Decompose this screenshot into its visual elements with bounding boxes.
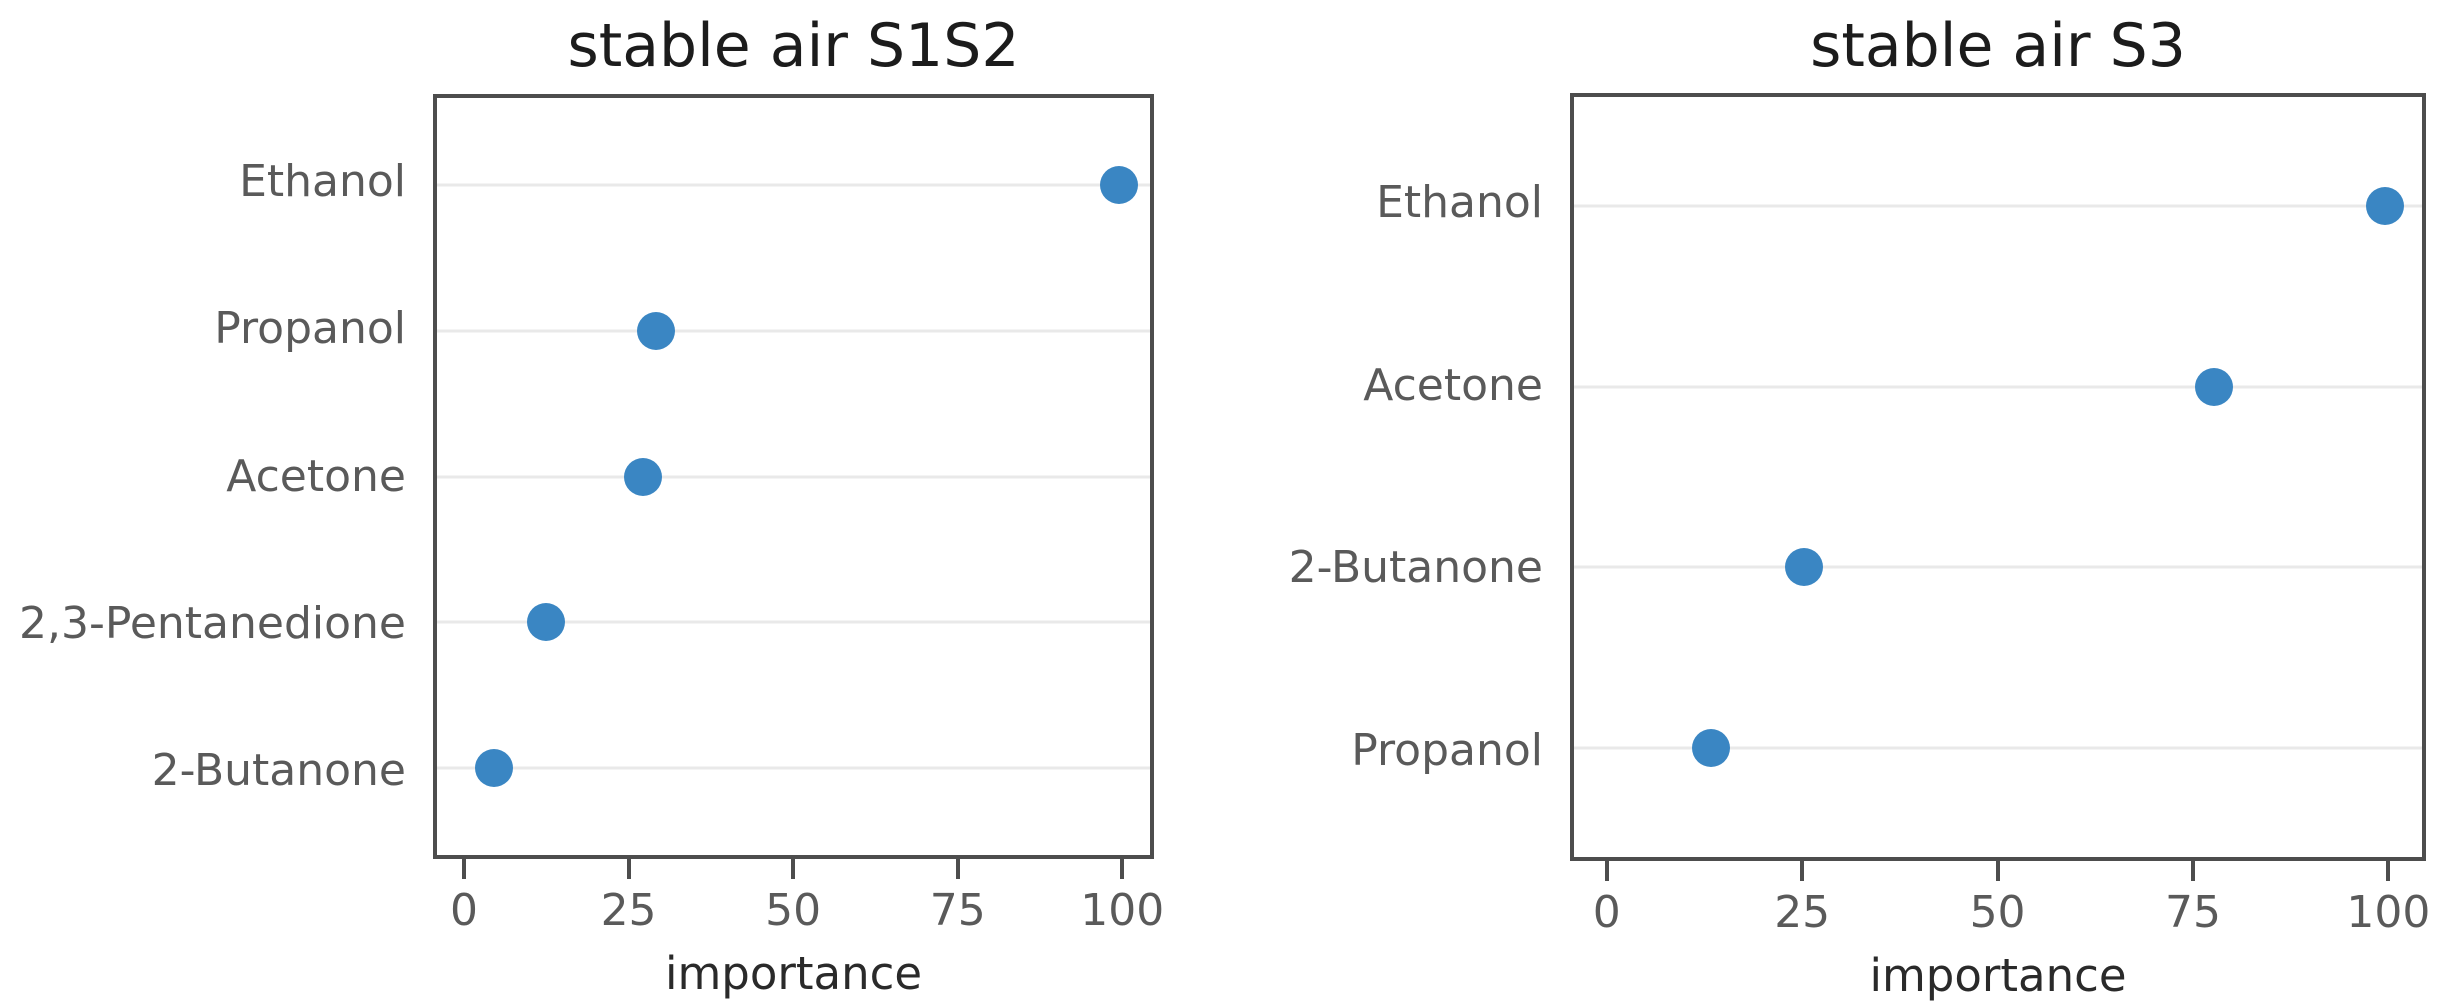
x-tick-mark xyxy=(1995,861,2000,881)
x-tick-mark xyxy=(1604,861,1609,881)
gridline xyxy=(437,620,1150,624)
x-tick-label: 25 xyxy=(600,885,657,936)
data-point xyxy=(637,311,676,350)
x-tick-label: 100 xyxy=(2346,887,2431,938)
x-tick-mark xyxy=(626,859,631,879)
data-point xyxy=(624,457,663,496)
x-axis-label: importance xyxy=(664,947,923,1000)
x-tick-label: 25 xyxy=(1774,887,1831,938)
data-point xyxy=(474,748,513,787)
x-axis-label: importance xyxy=(1869,949,2127,1002)
x-tick-label: 50 xyxy=(1969,887,2026,938)
x-tick-mark xyxy=(462,859,466,879)
x-tick-mark xyxy=(2190,861,2195,881)
category-label: 2-Butanone xyxy=(151,745,406,797)
category-label: Ethanol xyxy=(239,155,406,207)
x-tick-label: 50 xyxy=(765,885,822,936)
gridline xyxy=(1574,746,2422,750)
x-tick-mark xyxy=(791,859,796,879)
x-tick-mark xyxy=(2386,861,2391,881)
chart-title: stable air S3 xyxy=(1810,11,2186,81)
gridline xyxy=(1574,385,2422,389)
data-point xyxy=(2365,187,2404,226)
x-tick-mark xyxy=(955,859,960,879)
plot-area xyxy=(433,94,1154,859)
data-point xyxy=(2195,367,2234,406)
category-label: Propanol xyxy=(1351,724,1543,776)
gridline xyxy=(1574,565,2422,569)
chart-stable-air-s3: stable air S3 Ethanol Acetone 2-Butanone Pr… xyxy=(1230,0,2460,1008)
gridline xyxy=(437,475,1150,478)
category-label: Acetone xyxy=(226,450,406,502)
data-point xyxy=(526,603,565,642)
data-point xyxy=(1785,548,1824,587)
category-label: 2-Butanone xyxy=(1288,542,1543,594)
chart-title: stable air S1S2 xyxy=(567,11,1020,81)
category-label: Acetone xyxy=(1363,359,1543,411)
x-tick-label: 75 xyxy=(929,885,986,936)
x-tick-mark xyxy=(1120,859,1125,879)
data-point xyxy=(1099,166,1138,205)
gridline xyxy=(437,183,1150,187)
gridline xyxy=(437,766,1150,770)
chart-stable-air-s1s2: stable air S1S2 Ethanol Propanol Acetone 2,… xyxy=(19,11,1165,1000)
x-tick-label: 75 xyxy=(2164,887,2221,938)
gridline xyxy=(1574,204,2422,208)
gridline xyxy=(437,329,1150,333)
plot-area xyxy=(1570,93,2426,861)
x-tick-label: 0 xyxy=(1592,887,1621,938)
x-tick-label: 0 xyxy=(450,885,478,936)
category-label: Ethanol xyxy=(1376,177,1543,229)
data-point xyxy=(1692,728,1731,767)
x-tick-mark xyxy=(1800,861,1805,881)
x-tick-label: 100 xyxy=(1080,885,1165,936)
category-label: Propanol xyxy=(214,303,406,355)
category-label: 2,3-Pentanedione xyxy=(19,597,406,649)
